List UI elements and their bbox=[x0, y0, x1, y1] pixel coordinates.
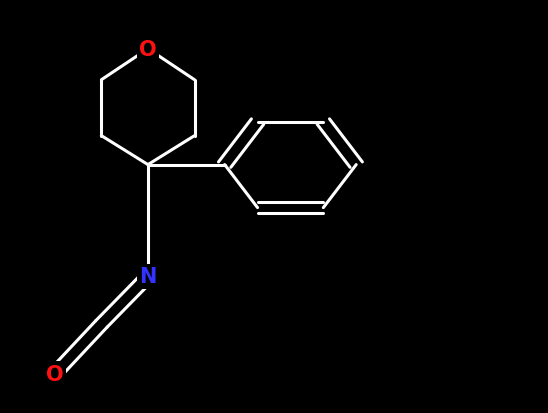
Text: O: O bbox=[139, 40, 157, 59]
Text: N: N bbox=[139, 267, 157, 287]
Text: O: O bbox=[46, 364, 64, 384]
